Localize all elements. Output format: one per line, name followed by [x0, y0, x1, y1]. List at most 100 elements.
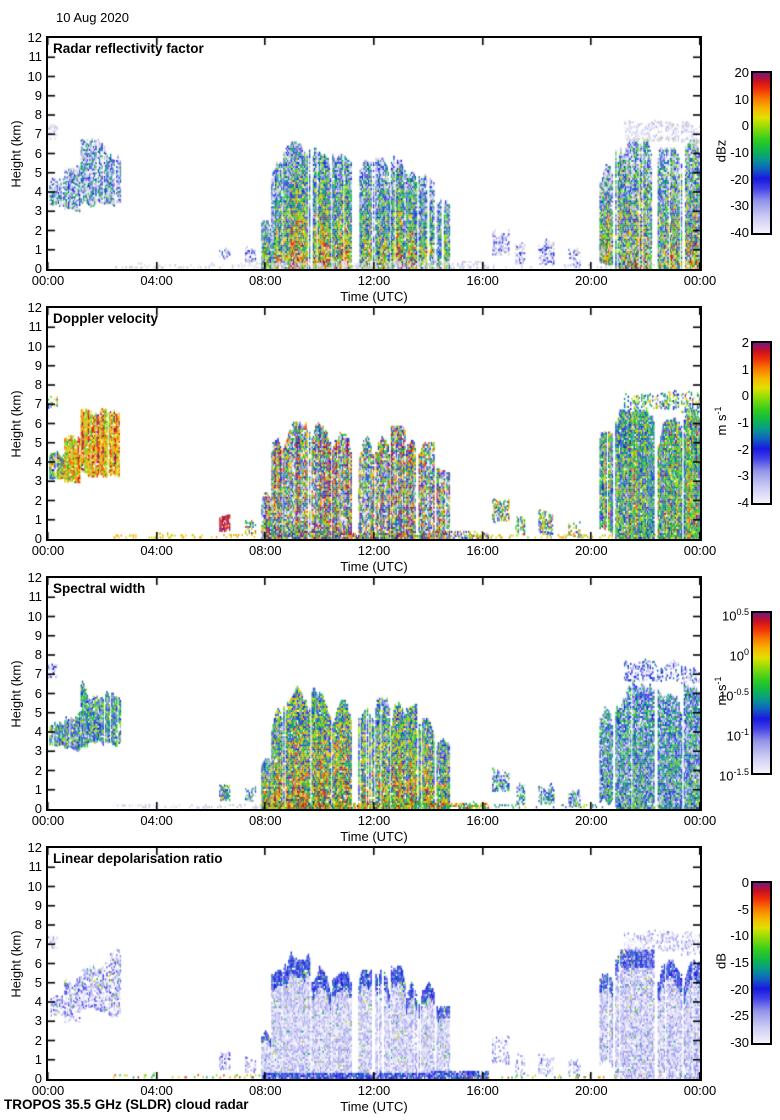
x-tick-label: 04:00: [140, 1083, 173, 1098]
colorbar-tick-label: 10-0.5: [719, 687, 749, 704]
x-tick-label: 08:00: [249, 543, 282, 558]
x-tick-label: 04:00: [140, 813, 173, 828]
x-tick-label: 00:00: [31, 273, 65, 288]
x-tick-label: 00:00: [31, 543, 65, 558]
colorbar-reflectivity: [751, 71, 772, 235]
x-tick-label: 12:00: [357, 543, 391, 558]
panel-title-width: Spectral width: [53, 581, 146, 596]
y-tick-label: 12: [27, 840, 42, 855]
colorbar-tick-label: -25: [730, 1008, 749, 1024]
footer-title: TROPOS 35.5 GHz (SLDR) cloud radar: [4, 1097, 249, 1112]
y-tick-label: 11: [28, 859, 43, 875]
y-tick-label: 10: [27, 68, 42, 84]
colorbar-tick-label: -30: [730, 198, 749, 214]
y-tick-label: 2: [34, 492, 42, 508]
colorbar-tick-label: 100: [729, 647, 749, 664]
y-tick-label: 9: [34, 87, 42, 103]
y-tick-label: 8: [34, 647, 42, 662]
y-tick-label: 7: [34, 936, 42, 952]
colorbar-width: [751, 611, 772, 775]
y-axis-label: Height (km): [8, 389, 24, 458]
y-tick-label: 3: [34, 743, 42, 759]
x-tick-label: 04:00: [140, 543, 173, 558]
y-tick-label: 6: [34, 145, 42, 161]
x-tick-label: 16:00: [466, 273, 499, 288]
y-axis-label: Height (km): [8, 659, 24, 728]
y-tick-label: 7: [34, 396, 42, 412]
x-tick-label: 00:00: [683, 813, 717, 828]
reflectivity-heatmap-canvas: [48, 38, 700, 269]
colorbar-tick-label: -10: [730, 928, 749, 944]
y-tick-label: 4: [34, 724, 42, 739]
colorbar-tick-label: 0: [741, 875, 749, 890]
x-tick-label: 08:00: [249, 813, 282, 828]
y-tick-label: 1: [34, 511, 42, 527]
x-tick-label: 12:00: [357, 813, 391, 828]
y-tick-label: 0: [34, 261, 42, 276]
x-tick-label: 08:00: [249, 273, 282, 288]
colorbar-tick-label: -40: [730, 225, 749, 240]
y-axis-label: Height (km): [8, 929, 24, 998]
colorbar-unit-ldr: dB: [713, 953, 729, 969]
y-tick-label: 3: [34, 473, 42, 489]
y-tick-label: 9: [34, 897, 42, 913]
y-tick-label: 7: [34, 666, 42, 682]
y-tick-label: 6: [34, 415, 42, 431]
x-tick-label: 04:00: [140, 273, 173, 288]
panel-title-velocity: Doppler velocity: [53, 311, 159, 326]
colorbar-tick-label: 100.5: [722, 607, 749, 624]
x-tick-label: 00:00: [683, 273, 717, 288]
date-label: 10 Aug 2020: [56, 10, 130, 25]
panel-title-ldr: Linear depolarisation ratio: [53, 851, 223, 866]
y-axis-label: Height (km): [8, 119, 24, 188]
x-tick-label: 00:00: [683, 1083, 717, 1098]
colorbar-tick-label: 20: [734, 65, 749, 80]
y-tick-label: 7: [34, 126, 42, 142]
width-heatmap-canvas: [48, 578, 700, 809]
y-tick-label: 11: [28, 49, 43, 65]
y-tick-label: 9: [34, 627, 42, 643]
y-tick-label: 11: [28, 589, 43, 605]
y-tick-label: 10: [27, 878, 42, 894]
y-tick-label: 4: [34, 184, 42, 199]
x-tick-label: 20:00: [575, 543, 608, 558]
colorbar-tick-label: -15: [730, 955, 749, 970]
colorbar-tick-label: -10: [730, 145, 749, 160]
y-tick-label: 8: [34, 917, 42, 932]
panel-velocity: [46, 306, 702, 541]
x-axis-label: Time (UTC): [340, 559, 408, 574]
y-tick-label: 3: [34, 203, 42, 219]
colorbar-tick-label: 0: [741, 118, 749, 134]
x-axis-label: Time (UTC): [340, 829, 408, 844]
colorbar-tick-label: 10: [734, 91, 749, 107]
colorbar-tick-label: -20: [730, 981, 749, 997]
panel-width: [46, 576, 702, 811]
colorbar-tick-label: -2: [737, 441, 749, 457]
y-tick-label: 0: [34, 1071, 42, 1086]
y-tick-label: 5: [34, 974, 42, 990]
y-tick-label: 10: [27, 608, 42, 624]
colorbar-tick-label: -4: [737, 495, 749, 510]
y-tick-label: 5: [34, 704, 42, 720]
colorbar-tick-label: -30: [730, 1035, 749, 1050]
x-tick-label: 00:00: [683, 543, 717, 558]
x-tick-label: 16:00: [466, 1083, 499, 1098]
ldr-heatmap-canvas: [48, 848, 700, 1079]
x-tick-label: 08:00: [249, 1083, 282, 1098]
colorbar-ldr: [751, 881, 772, 1045]
x-tick-label: 20:00: [575, 1083, 608, 1098]
colorbar-unit-velocity: m s-1: [712, 406, 730, 436]
colorbar-tick-label: 10-1.5: [719, 767, 749, 784]
x-tick-label: 12:00: [357, 1083, 391, 1098]
colorbar-tick-label: 10-1: [726, 727, 749, 744]
y-tick-label: 6: [34, 955, 42, 971]
y-tick-label: 2: [34, 222, 42, 238]
y-tick-label: 9: [34, 357, 42, 373]
x-tick-label: 12:00: [357, 273, 391, 288]
y-tick-label: 8: [34, 377, 42, 392]
colorbar-unit-reflectivity: dBz: [713, 139, 729, 163]
panel-ldr: [46, 846, 702, 1081]
colorbar-velocity: [751, 341, 772, 505]
colorbar-tick-label: 0: [741, 388, 749, 404]
